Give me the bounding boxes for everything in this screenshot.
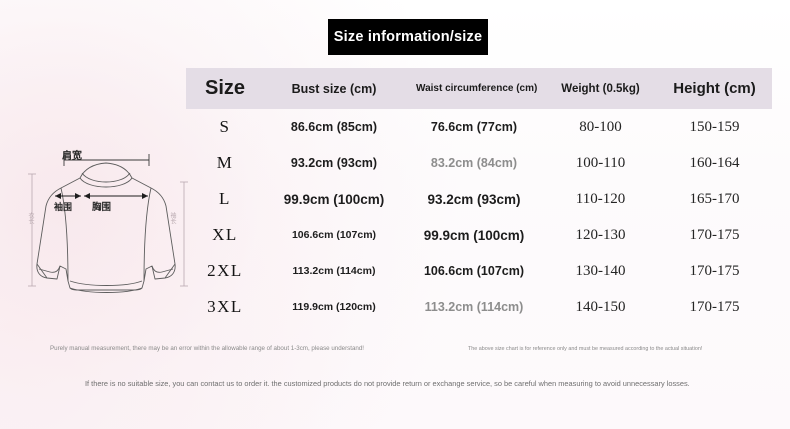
cell-waist: 99.9cm (100cm) (423, 227, 525, 243)
header-row: Size Bust size (cm) Waist circumference … (186, 68, 772, 109)
table-row: 3XL 119.9cm (120cm) 113.2cm (114cm) 140-… (186, 289, 772, 325)
table-row: S 86.6cm (85cm) 76.6cm (77cm) 80-100 150… (186, 109, 772, 145)
table-body: S 86.6cm (85cm) 76.6cm (77cm) 80-100 150… (186, 109, 772, 325)
cell-bust: 93.2cm (93cm) (290, 156, 378, 170)
table-row: 2XL 113.2cm (114cm) 106.6cm (107cm) 130-… (186, 253, 772, 289)
cell-size: 3XL (207, 297, 243, 316)
cell-height: 170-175 (689, 226, 740, 243)
header-height: Height (cm) (673, 80, 756, 97)
cell-waist: 93.2cm (93cm) (427, 191, 521, 207)
cell-weight: 140-150 (575, 298, 626, 315)
cell-bust: 106.6cm (107cm) (291, 229, 377, 241)
garment-length-label: 衣长 (27, 212, 34, 224)
cell-waist: 76.6cm (77cm) (430, 120, 518, 134)
cell-bust: 99.9cm (100cm) (283, 191, 385, 207)
table-row: M 93.2cm (93cm) 83.2cm (84cm) 100-110 16… (186, 145, 772, 181)
garment-measurement-diagram (18, 138, 198, 323)
cell-weight: 110-120 (575, 190, 626, 207)
table-row: L 99.9cm (100cm) 93.2cm (93cm) 110-120 1… (186, 181, 772, 217)
bust-circumference-label: 胸围 (92, 202, 112, 213)
cell-height: 170-175 (689, 262, 740, 279)
length-measure-left (28, 173, 36, 287)
cell-size: 2XL (207, 261, 243, 280)
bust-circumference-measure (84, 193, 148, 199)
size-chart-container: Size Bust size (cm) Waist circumference … (186, 68, 772, 325)
shoulder-width-measure (63, 154, 150, 166)
header-bust: Bust size (cm) (291, 81, 377, 96)
cell-height: 165-170 (689, 190, 740, 207)
reference-only-note: The above size chart is for reference on… (468, 346, 703, 352)
sleeve-length-measure-right (180, 181, 188, 287)
cell-size: S (219, 117, 231, 136)
cell-weight: 130-140 (575, 262, 626, 279)
custom-order-note: If there is no suitable size, you can co… (85, 379, 690, 388)
cell-height: 170-175 (689, 298, 740, 315)
sleeve-length-label: 袖长 (169, 212, 176, 224)
cell-height: 160-164 (689, 154, 740, 171)
cell-bust: 119.9cm (120cm) (292, 301, 376, 313)
table-row: XL 106.6cm (107cm) 99.9cm (100cm) 120-13… (186, 217, 772, 253)
sleeve-circumference-measure (55, 193, 81, 199)
cell-waist: 83.2cm (84cm) (430, 156, 518, 170)
cell-weight: 100-110 (575, 154, 626, 171)
cell-weight: 80-100 (579, 118, 622, 135)
header-size: Size (204, 77, 246, 99)
size-chart-table: Size Bust size (cm) Waist circumference … (186, 68, 772, 325)
cell-waist: 113.2cm (114cm) (424, 300, 524, 314)
cell-weight: 120-130 (575, 226, 626, 243)
cell-size: M (216, 153, 234, 172)
table-header: Size Bust size (cm) Waist circumference … (186, 68, 772, 109)
manual-measurement-note: Purely manual measurement, there may be … (50, 345, 365, 352)
cell-size: XL (212, 225, 238, 244)
banner-title: Size information/size (333, 29, 483, 45)
sweatshirt-illustration (28, 154, 188, 293)
cell-bust: 113.2cm (114cm) (292, 265, 376, 277)
cell-bust: 86.6cm (85cm) (290, 120, 378, 134)
cell-size: L (219, 189, 231, 208)
sleeve-circumference-label: 袖围 (54, 203, 73, 213)
header-weight: Weight (0.5kg) (561, 82, 640, 95)
shoulder-width-label: 肩宽 (62, 151, 82, 162)
cell-waist: 106.6cm (107cm) (423, 264, 525, 278)
size-information-banner: Size information/size (328, 19, 488, 55)
cell-height: 150-159 (689, 118, 740, 135)
header-waist: Waist circumference (cm) (416, 82, 538, 94)
